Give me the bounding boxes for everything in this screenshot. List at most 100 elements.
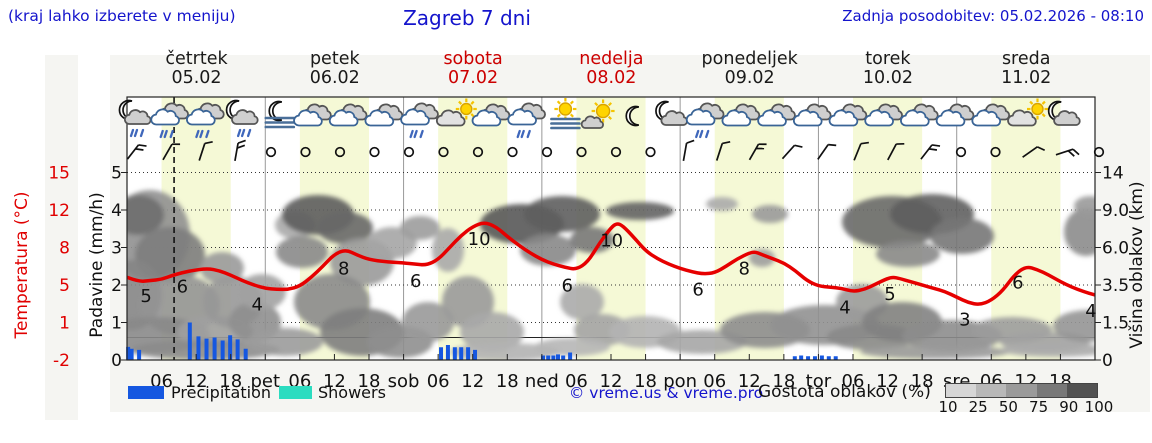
wind-calm-icon — [955, 146, 967, 158]
precip-bar — [137, 349, 142, 360]
weather-icon-sun-fog — [550, 98, 581, 130]
temp-value-label: 6 — [1012, 272, 1023, 293]
precip-bar — [445, 345, 450, 360]
temp-value-label: 4 — [252, 294, 263, 315]
x-tick-label: 06 — [565, 371, 588, 392]
precip-tick-label: 4 — [111, 201, 122, 221]
wind-barb-icon — [1055, 148, 1080, 157]
temp-tick-label: 1 — [59, 314, 70, 334]
wind-calm-icon — [1093, 146, 1105, 158]
wind-calm-icon — [334, 146, 346, 158]
precip-bar — [833, 356, 838, 360]
day-date: 10.02 — [862, 68, 913, 88]
precip-bar — [473, 349, 478, 360]
day-name: sobota — [443, 49, 503, 69]
precip-bar — [546, 355, 551, 360]
day-date: 09.02 — [724, 68, 775, 88]
cloud-blob — [1053, 310, 1095, 342]
temp-value-label: 3 — [959, 310, 970, 331]
day-name: ponedeljek — [701, 49, 798, 69]
cloud-cover-layer — [127, 190, 1095, 360]
day-header: petek 06.02 — [265, 50, 404, 88]
x-tick-label: 12 — [323, 371, 346, 392]
precip-bar — [228, 335, 233, 360]
day-header: sobota 07.02 — [404, 50, 543, 88]
weather-icon-cloud-rain — [507, 102, 546, 139]
wind-barb-icon — [817, 143, 837, 160]
weather-icon-cloud-rain — [685, 102, 725, 139]
cloud-density-colorbar — [945, 383, 1098, 398]
cloud-blob — [520, 234, 576, 266]
wind-barb-icon — [781, 144, 803, 160]
weather-icon-moon-cloud — [1047, 100, 1081, 126]
precipitation-legend-swatch — [128, 386, 164, 399]
density-segment — [946, 384, 977, 397]
precip-bar — [204, 338, 209, 360]
precip-bar — [799, 355, 804, 360]
x-tick-label: 18 — [496, 371, 519, 392]
density-tick-label: 10 — [938, 398, 958, 416]
cloud-blob — [752, 205, 788, 223]
weather-icon-cloud — [471, 103, 511, 127]
cloud-blob — [606, 202, 674, 220]
cloud-blob — [930, 218, 994, 254]
precip-tick-label: 1 — [111, 314, 122, 334]
wind-calm-icon — [541, 146, 553, 158]
precip-bar — [555, 354, 560, 360]
wind-calm-icon — [438, 146, 449, 158]
wind-calm-icon — [990, 146, 1001, 158]
cloud-blob — [127, 195, 164, 235]
wind-barb-icon — [853, 141, 869, 161]
x-tick-label: 12 — [600, 371, 623, 392]
copyright-link[interactable]: © vreme.us & vreme.pro — [568, 384, 764, 402]
precipitation-bars — [126, 322, 838, 360]
cloud-tick-label: 3.5 — [1102, 276, 1129, 296]
cloud-blob — [135, 227, 205, 283]
weather-icon-cloud — [792, 103, 832, 127]
precip-bar — [541, 355, 546, 360]
cloud-blob — [1074, 196, 1095, 216]
cloud-blob — [450, 343, 560, 360]
temp-value-label: 4 — [1085, 301, 1096, 322]
precip-bar — [439, 347, 444, 360]
wind-barb-icon — [887, 142, 905, 161]
precip-bar — [806, 356, 811, 360]
cloud-tick-label: 14 — [1102, 164, 1124, 184]
wind-barb-icon — [198, 140, 213, 161]
day-date: 11.02 — [1001, 68, 1052, 88]
temp-axis-title: Temperatura (°C) — [12, 191, 32, 339]
precip-bar — [126, 346, 131, 360]
x-tick-label: pet — [251, 371, 281, 392]
day-name: torek — [865, 49, 911, 69]
temp-value-label: 6 — [177, 277, 188, 298]
weather-icon-cloud — [935, 103, 975, 127]
cloud-density-legend-title: Gostota oblakov (%) — [758, 382, 931, 402]
x-tick-label: 18 — [634, 371, 657, 392]
precip-bar — [235, 339, 240, 360]
temp-tick-label: -2 — [53, 351, 70, 371]
x-tick-label: 18 — [911, 371, 934, 392]
precip-bar — [187, 322, 192, 360]
day-header: četrtek 05.02 — [127, 50, 266, 88]
precip-tick-label: 3 — [111, 239, 122, 259]
day-header: ponedeljek 09.02 — [680, 50, 819, 88]
temp-value-label: 6 — [692, 280, 703, 301]
precipitation-legend-label: Precipitation — [171, 383, 272, 402]
daylight-band — [991, 97, 1061, 360]
weather-icon-cloud — [864, 103, 903, 127]
weather-icon-cloud — [757, 103, 796, 127]
temp-value-label: 8 — [338, 258, 349, 279]
wind-barb-icon — [1022, 146, 1046, 158]
cloud-blob — [1000, 343, 1095, 357]
precip-bar — [212, 337, 217, 360]
day-name: četrtek — [165, 49, 228, 69]
day-date: 07.02 — [448, 68, 499, 88]
temp-tick-label: 12 — [48, 201, 70, 221]
weather-icon-moon — [625, 105, 640, 127]
wind-barb-icon — [748, 143, 767, 161]
precip-bar — [819, 355, 824, 360]
precip-axis-title: Padavine (mm/h) — [87, 192, 107, 338]
wind-calm-icon — [576, 146, 587, 158]
temp-tick-label: 5 — [59, 276, 70, 296]
temp-value-label: 8 — [738, 258, 749, 279]
